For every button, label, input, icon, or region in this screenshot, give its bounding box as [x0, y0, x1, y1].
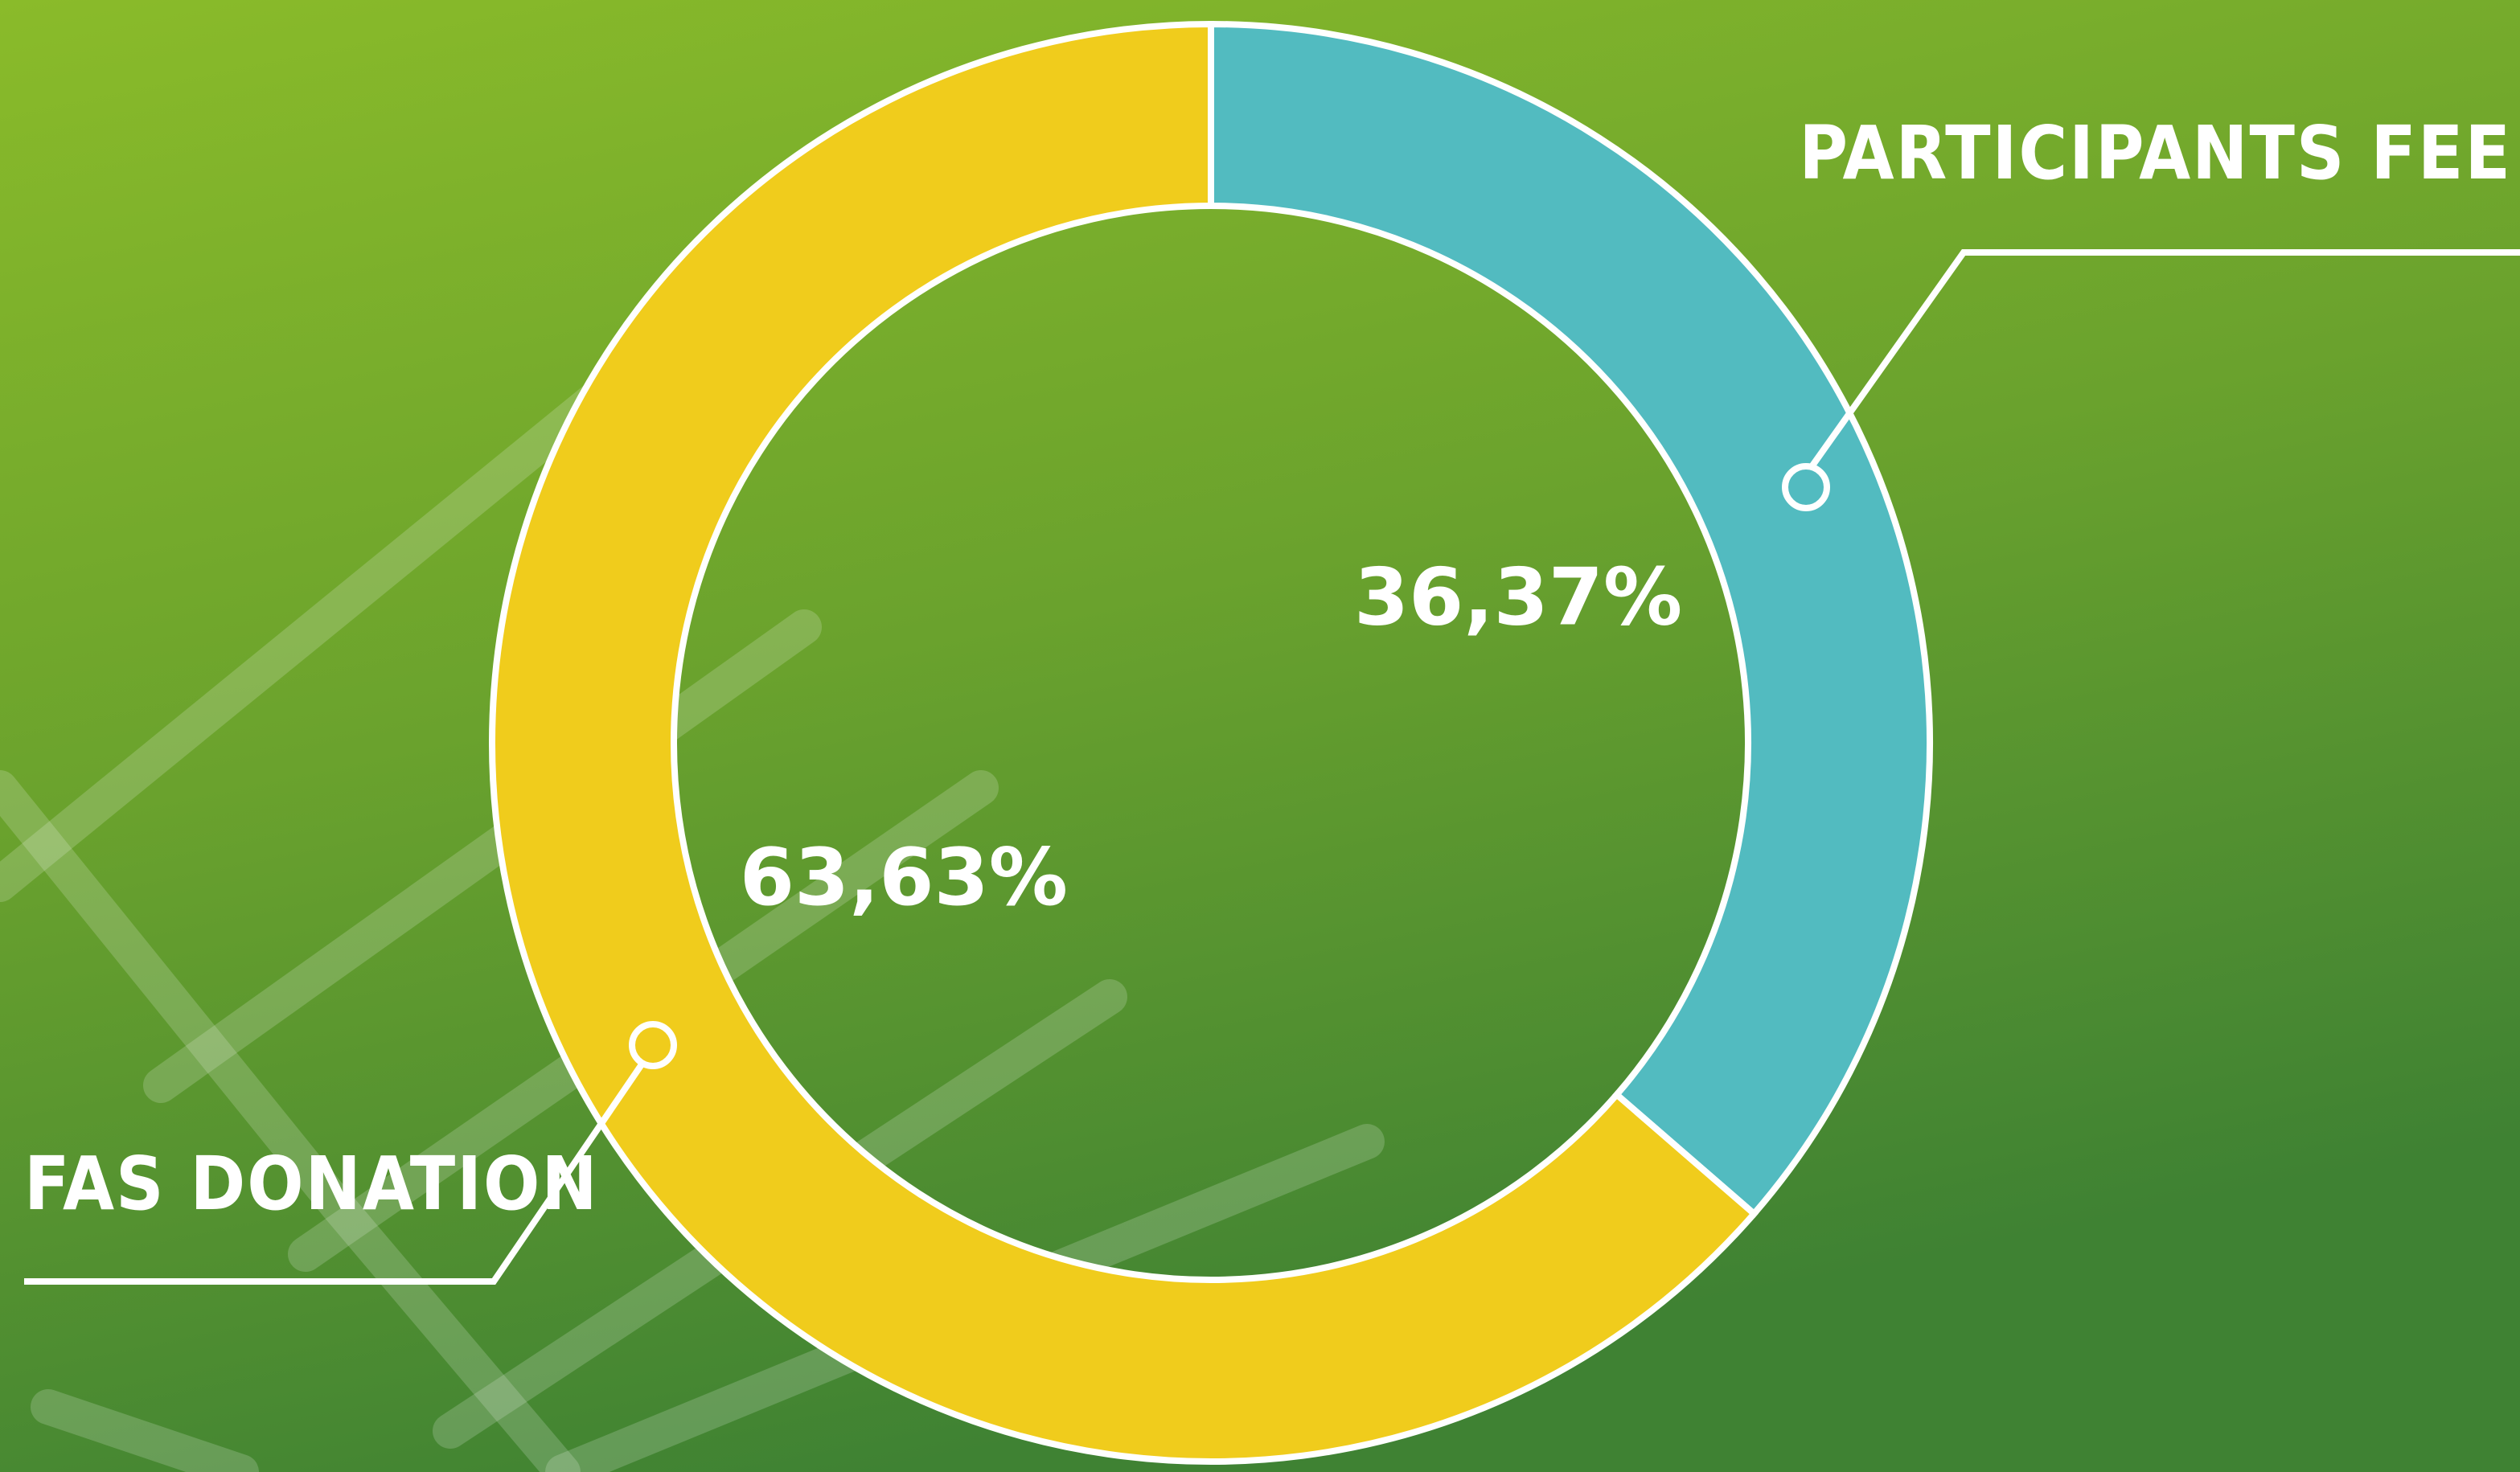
value-label: 63,63% [740, 832, 1068, 924]
page: {"chart_data": {"type": "pie", "categori… [0, 0, 2520, 1472]
legend-label: PARTICIPANTS FEE [1799, 110, 2512, 196]
legend-label: FAS DONATION [24, 1141, 599, 1227]
value-label: 36,37% [1354, 551, 1682, 643]
chart: PARTICIPANTS FEE FAS DONATION 36,37% 63,6… [0, 0, 2520, 1472]
